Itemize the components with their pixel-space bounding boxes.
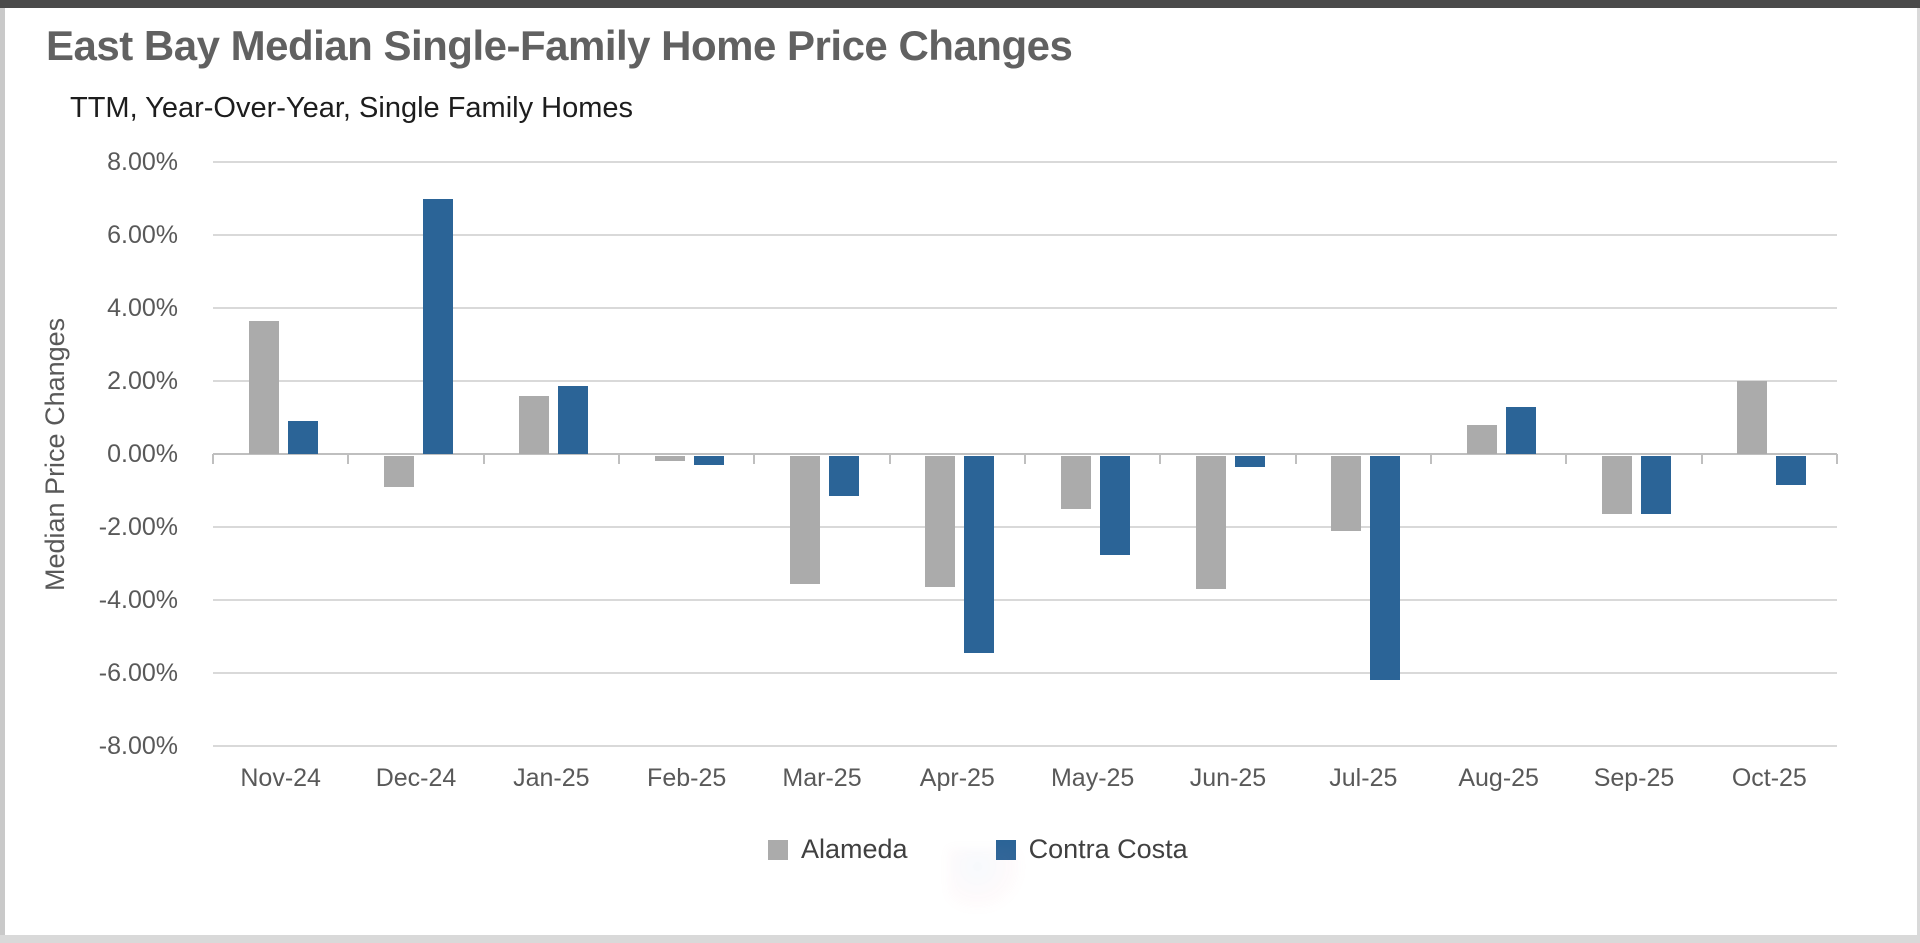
bar-contra-costa-feb-25 <box>693 456 724 466</box>
x-tick-label-sep-25: Sep-25 <box>1593 764 1675 792</box>
x-tick-label-jun-25: Jun-25 <box>1189 764 1267 792</box>
axis-tickmark <box>1565 454 1568 464</box>
bar-alameda-may-25 <box>1060 456 1091 509</box>
legend-label-alameda: Alameda <box>801 834 908 864</box>
plot-area <box>212 161 1838 747</box>
bar-alameda-mar-25 <box>789 456 820 584</box>
top-edge-bar <box>0 0 1920 8</box>
chart-subtitle: TTM, Year-Over-Year, Single Family Homes <box>70 92 634 124</box>
axis-tickmark <box>753 454 756 464</box>
x-tick-label-mar-25: Mar-25 <box>782 764 862 792</box>
legend: Alameda Contra Costa <box>768 834 1188 865</box>
y-tick-label--8: -8.00% <box>98 732 178 760</box>
x-tick-label-jan-25: Jan-25 <box>513 764 590 792</box>
axis-tickmark <box>1024 454 1026 464</box>
left-border <box>0 8 5 935</box>
gridline-4 <box>213 307 1837 309</box>
bar-contra-costa-mar-25 <box>828 456 859 497</box>
legend-item-alameda: Alameda <box>768 834 908 865</box>
axis-tickmark <box>888 454 891 464</box>
bar-alameda-jan-25 <box>519 395 550 454</box>
bar-contra-costa-sep-25 <box>1640 456 1671 515</box>
y-tick-label-8: 8.00% <box>107 148 178 176</box>
axis-tickmark <box>482 454 485 464</box>
bar-alameda-apr-25 <box>925 456 956 588</box>
gridline-8 <box>213 161 1837 163</box>
gridline-2 <box>213 380 1837 382</box>
y-axis-tick-labels: 8.00% 6.00% 4.00% 2.00% 0.00% -2.00% -4.00% -6.… <box>0 0 178 943</box>
axis-tickmark <box>1836 454 1838 464</box>
x-tick-label-oct-25: Oct-25 <box>1731 764 1807 792</box>
chart-title: East Bay Median Single-Family Home Price… <box>46 22 1073 69</box>
axis-tickmark <box>1294 454 1297 464</box>
x-tick-label-aug-25: Aug-25 <box>1458 764 1539 792</box>
axis-tickmark <box>618 454 620 464</box>
gridline--4 <box>213 599 1837 601</box>
bar-alameda-feb-25 <box>654 456 685 462</box>
y-tick-label-2: 2.00% <box>107 367 178 395</box>
axis-tickmark <box>1159 454 1162 464</box>
bar-contra-costa-jun-25 <box>1234 456 1265 467</box>
bar-contra-costa-jan-25 <box>558 386 589 454</box>
x-tick-label-apr-25: Apr-25 <box>919 764 995 792</box>
y-tick-label--4: -4.00% <box>98 586 178 614</box>
bar-contra-costa-dec-24 <box>422 198 453 454</box>
x-tick-label-nov-24: Nov-24 <box>240 764 321 792</box>
bar-alameda-sep-25 <box>1601 456 1632 515</box>
legend-label-contra-costa: Contra Costa <box>1028 834 1188 864</box>
bar-contra-costa-aug-25 <box>1505 406 1536 454</box>
bottom-edge-bar <box>0 935 1920 943</box>
y-tick-label--6: -6.00% <box>98 659 178 687</box>
bar-alameda-nov-24 <box>248 320 279 454</box>
gridline--8 <box>213 745 1837 747</box>
alameda-swatch-icon <box>768 839 788 860</box>
axis-tickmark <box>212 454 214 464</box>
bar-contra-costa-jul-25 <box>1370 456 1401 681</box>
x-tick-label-feb-25: Feb-25 <box>647 764 727 792</box>
y-tick-label-4: 4.00% <box>107 294 178 322</box>
axis-tickmark <box>1700 454 1703 464</box>
x-tick-label-dec-24: Dec-24 <box>375 764 457 792</box>
gridline--6 <box>213 672 1837 674</box>
bar-alameda-dec-24 <box>383 456 414 488</box>
x-tick-label-jul-25: Jul-25 <box>1329 764 1398 792</box>
bar-contra-costa-may-25 <box>1099 456 1130 555</box>
bar-contra-costa-nov-24 <box>287 421 318 454</box>
y-tick-label--2: -2.00% <box>98 513 178 541</box>
bar-contra-costa-oct-25 <box>1776 456 1807 486</box>
y-tick-label-6: 6.00% <box>107 221 178 249</box>
right-border <box>1917 8 1920 935</box>
legend-item-contra-costa: Contra Costa <box>995 834 1188 865</box>
axis-tickmark <box>347 454 350 464</box>
gridline--2 <box>213 526 1837 528</box>
bar-alameda-aug-25 <box>1466 424 1497 454</box>
x-tick-label-may-25: May-25 <box>1050 764 1135 792</box>
bar-alameda-jul-25 <box>1331 456 1362 531</box>
axis-tickmark <box>1430 454 1432 464</box>
x-axis-tick-labels: Nov-24 Dec-24 Jan-25 Feb-25 Mar-25 Apr-25 May-… <box>213 764 1837 798</box>
bar-alameda-jun-25 <box>1195 456 1226 590</box>
bar-contra-costa-apr-25 <box>964 456 995 654</box>
bar-alameda-oct-25 <box>1737 381 1768 454</box>
y-tick-label-0: 0.00% <box>107 440 178 468</box>
gridline-6 <box>213 234 1837 236</box>
contra-costa-swatch-icon <box>995 839 1016 860</box>
